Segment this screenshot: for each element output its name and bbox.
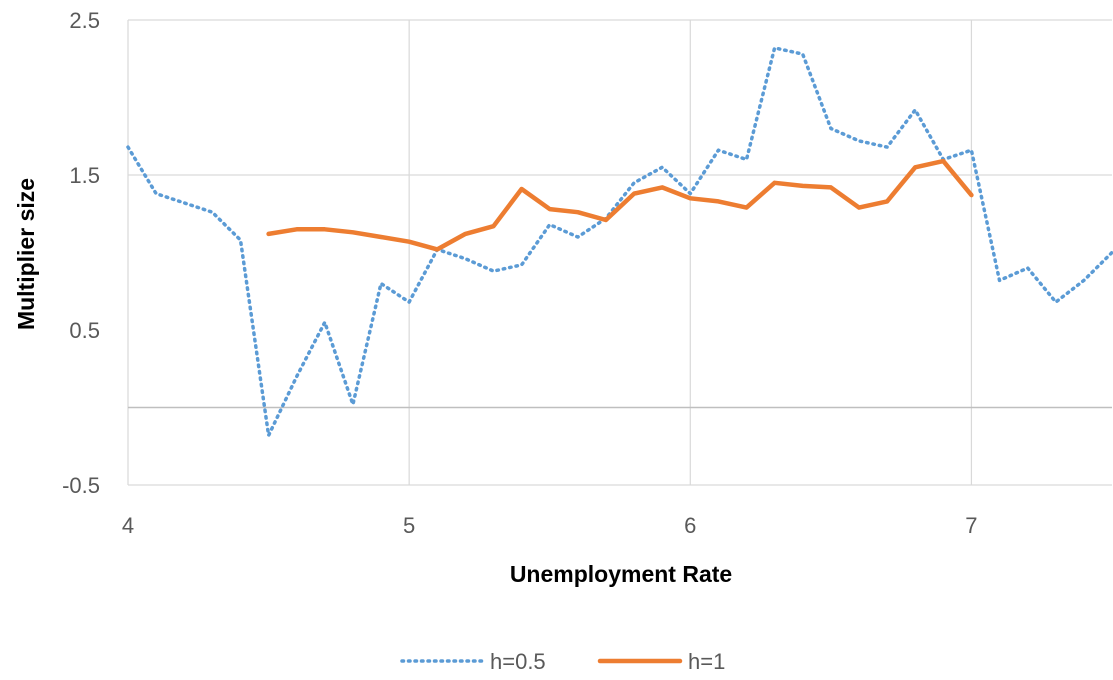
series-layer (126, 46, 1113, 438)
x-tick-label: 4 (122, 513, 134, 538)
y-tick-label: 1.5 (69, 163, 100, 188)
y-axis-title: Multiplier size (13, 178, 39, 330)
y-tick-label: -0.5 (62, 473, 100, 498)
series-line-2 (266, 158, 974, 252)
legend: h=0.5 h=1 (400, 649, 725, 674)
tick-layer: -0.5 0.5 1.5 2.5 4 5 6 7 (62, 8, 977, 538)
grid-layer (127, 19, 1112, 486)
x-tick-label: 7 (965, 513, 977, 538)
y-tick-label: 0.5 (69, 318, 100, 343)
legend-label-1: h=0.5 (490, 649, 546, 674)
series-line-1 (126, 46, 1113, 438)
x-axis-title: Unemployment Rate (510, 561, 732, 587)
x-tick-label: 6 (684, 513, 696, 538)
legend-label-2: h=1 (688, 649, 725, 674)
x-tick-label: 5 (403, 513, 415, 538)
y-tick-label: 2.5 (69, 8, 100, 33)
